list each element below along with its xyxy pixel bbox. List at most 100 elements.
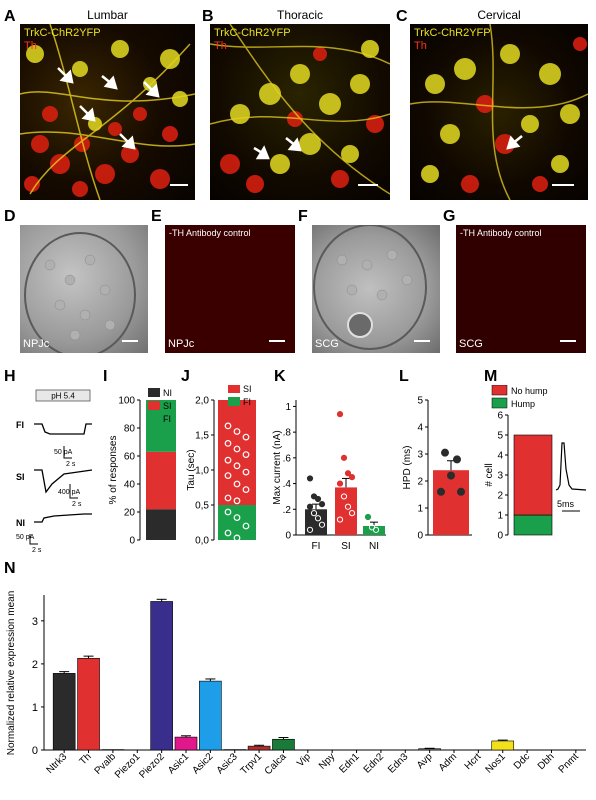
y-tick-label: 0 bbox=[129, 536, 135, 547]
lumbar-label-th: Th bbox=[24, 40, 37, 52]
trace-ni bbox=[34, 513, 92, 523]
scale-bar bbox=[69, 484, 78, 499]
y-tick-label: 2 bbox=[497, 491, 503, 502]
data-point-si bbox=[224, 456, 232, 464]
bar-nos1 bbox=[491, 740, 515, 751]
antibody-control-label: -TH Antibody control bbox=[169, 228, 251, 238]
cervical-label-th: Th bbox=[414, 40, 427, 52]
panel-letter-g: G bbox=[443, 208, 456, 225]
y-tick-label: .2 bbox=[283, 505, 292, 516]
y-tick-label: 1,5 bbox=[195, 431, 209, 442]
y-tick-label: .4 bbox=[283, 479, 292, 490]
x-tick-label: Asic1 bbox=[166, 751, 191, 776]
legend-label: FI bbox=[163, 414, 171, 424]
bar-asic1 bbox=[174, 736, 198, 751]
thoracic-image-content bbox=[210, 24, 390, 195]
scale-label: 5ms bbox=[557, 499, 575, 509]
panel-letter-l: L bbox=[399, 368, 409, 385]
scale-bar bbox=[552, 184, 574, 186]
chart-k-max-current: 0 .2 .4 .6 .8 1 Max current (nA) FI SI NI bbox=[272, 400, 386, 552]
data-point-fi bbox=[242, 522, 250, 530]
y-tick-label: 5 bbox=[417, 396, 423, 407]
npjc-antibody-control: -TH Antibody control NPJc bbox=[165, 225, 295, 353]
x-tick-label: SI bbox=[341, 541, 350, 552]
data-point bbox=[318, 501, 326, 508]
lumbar-label-trkc: TrkC-ChR2YFP bbox=[24, 27, 101, 39]
data-point bbox=[340, 454, 348, 461]
y-tick-label: 0,0 bbox=[195, 536, 209, 547]
chart-m-hump: 0 1 2 3 4 5 6 # cell No hump Hump 5ms bbox=[484, 385, 587, 542]
x-tick-label: Nos1 bbox=[484, 751, 509, 776]
scale-bar bbox=[170, 184, 188, 186]
data-point bbox=[344, 470, 352, 477]
legend-label: FI bbox=[243, 397, 251, 407]
scg-texture bbox=[313, 225, 427, 350]
y-tick-label: 1 bbox=[32, 702, 38, 714]
data-point-si bbox=[242, 451, 250, 458]
scale-current-fi: 50 pA bbox=[54, 449, 73, 456]
data-point bbox=[348, 474, 356, 481]
y-tick-label: .8 bbox=[283, 428, 292, 439]
x-tick-label: Asic3 bbox=[215, 751, 240, 776]
scale-bar bbox=[29, 534, 38, 545]
bar-asic2 bbox=[199, 680, 222, 751]
y-tick-label: 3 bbox=[497, 471, 503, 482]
legend-label: No hump bbox=[511, 386, 548, 396]
data-point-fi bbox=[233, 534, 241, 542]
y-tick-label: 2 bbox=[417, 477, 423, 488]
data-point bbox=[336, 516, 344, 523]
data-point-si bbox=[242, 468, 250, 476]
row-label-si: SI bbox=[16, 472, 25, 482]
scale-current-ni: 50 pA bbox=[16, 534, 35, 541]
panel-letter-h: H bbox=[4, 368, 16, 385]
panel-letter-c: C bbox=[396, 8, 408, 25]
stacked-bar-hump bbox=[513, 514, 553, 536]
x-tick-label: Piezo1 bbox=[113, 751, 143, 781]
x-tick-label: Ntrk3 bbox=[45, 751, 70, 776]
x-tick-label: NI bbox=[369, 541, 379, 552]
data-point bbox=[314, 515, 322, 522]
lumbar-image-content bbox=[20, 24, 195, 200]
y-tick-label: 0 bbox=[497, 531, 503, 542]
x-tick-label: Asic2 bbox=[190, 751, 215, 776]
legend-swatch-hump bbox=[491, 397, 508, 409]
x-tick-label: Edn2 bbox=[362, 751, 387, 776]
stacked-bar-fi bbox=[218, 505, 256, 540]
legend-swatch-no-hump bbox=[491, 385, 508, 396]
data-point-si bbox=[233, 462, 241, 470]
chart-l-hpd: 0 1 2 3 4 5 HPD (ms) bbox=[402, 396, 472, 542]
panel-c-title: Cervical bbox=[477, 8, 521, 22]
action-potential-trace bbox=[555, 442, 587, 491]
bar-hpd bbox=[433, 470, 469, 535]
data-point-si bbox=[233, 445, 241, 453]
x-tick-label: Piezo2 bbox=[137, 751, 167, 781]
npjc-brightfield: NPJc bbox=[20, 225, 148, 353]
data-point bbox=[336, 411, 344, 418]
x-tick-label: Edn3 bbox=[386, 751, 411, 776]
x-tick-label: Pnmt bbox=[557, 751, 581, 775]
stacked-bar-si bbox=[146, 451, 176, 510]
legend-swatch-fi bbox=[228, 397, 240, 406]
bar-th bbox=[77, 657, 100, 751]
data-point-si bbox=[224, 422, 232, 430]
scg-antibody-control: -TH Antibody control SCG bbox=[456, 225, 586, 353]
antibody-control-label: -TH Antibody control bbox=[460, 228, 542, 238]
data-point bbox=[310, 510, 318, 517]
data-point bbox=[364, 513, 372, 521]
data-point-si bbox=[233, 480, 241, 488]
panel-letter-n: N bbox=[4, 560, 16, 577]
y-axis-label: # cell bbox=[484, 463, 495, 486]
bar-trpv1 bbox=[247, 745, 271, 751]
data-point bbox=[336, 480, 344, 487]
y-tick-label: 5 bbox=[497, 431, 503, 442]
panel-letter-j: J bbox=[181, 368, 190, 385]
x-tick-label: Calca bbox=[263, 751, 289, 777]
trace-si bbox=[34, 469, 93, 494]
data-point-si bbox=[224, 472, 232, 479]
x-tick-label: FI bbox=[312, 541, 321, 552]
y-tick-label: 1 bbox=[417, 504, 423, 515]
data-point-si bbox=[224, 440, 232, 447]
data-point-si bbox=[233, 428, 241, 435]
y-tick-label: 4 bbox=[497, 451, 503, 462]
bar-fi bbox=[305, 509, 327, 535]
